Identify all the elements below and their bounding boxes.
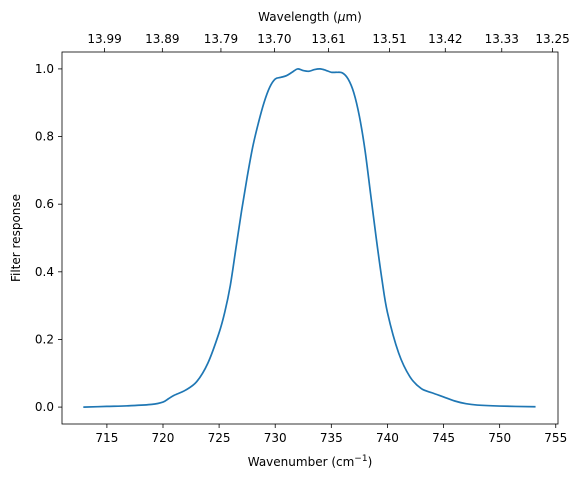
x-tick-label: 725 — [208, 431, 231, 445]
y-tick-label: 0.4 — [35, 265, 54, 279]
x-axis-title: Wavenumber (cm−1) — [248, 454, 373, 469]
top-tick-label: 13.42 — [428, 32, 462, 46]
y-tick-label: 0.0 — [35, 400, 54, 414]
y-tick-label: 0.8 — [35, 130, 54, 144]
top-tick-label: 13.99 — [87, 32, 121, 46]
x-tick-label: 730 — [264, 431, 287, 445]
bottom-axis: 715 720 725 730 735 740 745 750 755 — [95, 424, 567, 445]
top-tick-label: 13.61 — [311, 32, 345, 46]
top-tick-label: 13.70 — [257, 32, 291, 46]
left-axis: 0.0 0.2 0.4 0.6 0.8 1.0 — [35, 62, 62, 414]
top-tick-label: 13.51 — [372, 32, 406, 46]
x-tick-label: 720 — [152, 431, 175, 445]
top-axis: 13.99 13.89 13.79 13.70 13.61 13.51 13.42 13.33… — [87, 32, 570, 52]
y-tick-label: 1.0 — [35, 62, 54, 76]
top-tick-label: 13.79 — [204, 32, 238, 46]
y-axis-title: Filter response — [9, 194, 23, 282]
series-line — [83, 68, 536, 408]
top-tick-label: 13.33 — [485, 32, 519, 46]
top-tick-label: 13.89 — [145, 32, 179, 46]
plot-frame — [61, 51, 559, 425]
x-tick-label: 740 — [376, 431, 399, 445]
top-axis-title: Wavelength (μm) — [258, 10, 362, 24]
top-tick-label: 13.25 — [535, 32, 569, 46]
y-tick-label: 0.6 — [35, 197, 54, 211]
x-tick-label: 735 — [320, 431, 343, 445]
x-tick-label: 750 — [488, 431, 511, 445]
x-tick-label: 715 — [95, 431, 118, 445]
x-tick-label: 755 — [544, 431, 567, 445]
x-tick-label: 745 — [432, 431, 455, 445]
y-tick-label: 0.2 — [35, 332, 54, 346]
